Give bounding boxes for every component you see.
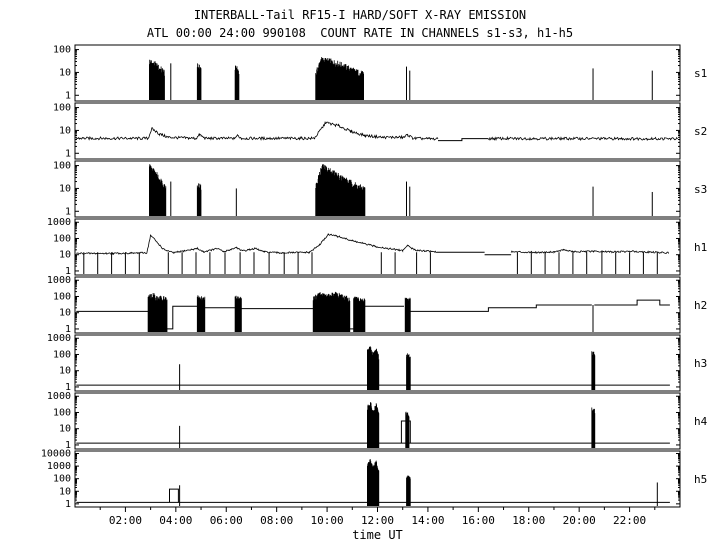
x-axis-label: time UT (352, 528, 403, 542)
y-tick-label: 10 (59, 183, 71, 194)
y-tick-label: 1000 (47, 217, 71, 228)
panel-label-h2: h2 (694, 299, 707, 312)
series-burst (315, 164, 366, 216)
series-burst (196, 183, 202, 216)
series-burst (367, 402, 380, 448)
y-tick-label: 1000 (47, 461, 71, 472)
panel-frame-s2 (74, 102, 681, 160)
series-noisy-line (488, 135, 678, 142)
y-tick-label: 10 (59, 486, 71, 497)
y-tick-label: 1 (65, 90, 71, 101)
panel-label-s1: s1 (694, 67, 707, 80)
y-tick-label: 100 (53, 103, 71, 114)
series-noisy-line (76, 121, 439, 141)
y-tick-label: 100 (53, 407, 71, 418)
y-tick-label: 1 (65, 382, 71, 393)
panel-label-h3: h3 (694, 357, 707, 370)
series-noisy-line (510, 248, 670, 254)
chart-subtitle: ATL 00:00 24:00 990108 COUNT RATE IN CHA… (146, 26, 574, 40)
x-tick-label: 16:00 (462, 514, 495, 527)
series-burst (591, 351, 596, 390)
x-tick-label: 10:00 (311, 514, 344, 527)
series-burst (312, 291, 351, 332)
x-tick-label: 12:00 (361, 514, 394, 527)
x-tick-label: 14:00 (411, 514, 444, 527)
panel-label-s3: s3 (694, 183, 707, 196)
series-burst (196, 63, 202, 100)
series-burst (367, 346, 380, 390)
x-tick-label: 18:00 (512, 514, 545, 527)
series-line (438, 138, 489, 142)
panel-label-s2: s2 (694, 125, 707, 138)
series-burst (196, 295, 206, 332)
y-tick-label: 1 (65, 324, 71, 335)
y-tick-label: 1 (65, 440, 71, 451)
y-tick-label: 1000 (47, 333, 71, 344)
y-tick-label: 1 (65, 499, 71, 510)
y-tick-label: 10 (59, 250, 71, 261)
y-tick-label: 10 (59, 67, 71, 78)
series-burst (404, 297, 411, 332)
panel-label-h1: h1 (694, 241, 707, 254)
series-burst (234, 295, 242, 332)
series-burst (315, 57, 364, 100)
y-tick-label: 1 (65, 206, 71, 217)
series-burst (405, 411, 410, 448)
y-tick-label: 10000 (41, 449, 71, 460)
series-burst (149, 164, 167, 216)
series-burst (234, 65, 240, 100)
series-burst (149, 59, 165, 100)
x-tick-label: 02:00 (109, 514, 142, 527)
panel-label-h5: h5 (694, 473, 707, 486)
series-line (169, 488, 179, 503)
x-tick-label: 22:00 (613, 514, 646, 527)
y-tick-label: 1000 (47, 391, 71, 402)
y-tick-label: 10 (59, 308, 71, 319)
chart-title: INTERBALL-Tail RF15-I HARD/SOFT X-RAY EM… (193, 8, 527, 22)
series-burst (147, 293, 168, 332)
series-line (594, 299, 670, 306)
series-noisy-line (76, 232, 437, 256)
series-burst (367, 459, 380, 506)
y-tick-label: 100 (53, 349, 71, 360)
y-tick-label: 100 (53, 45, 71, 56)
series-burst (353, 296, 366, 332)
y-tick-label: 100 (53, 233, 71, 244)
panel-label-h4: h4 (694, 415, 708, 428)
x-tick-label: 08:00 (260, 514, 293, 527)
y-tick-label: 100 (53, 474, 71, 485)
x-tick-label: 06:00 (210, 514, 243, 527)
y-tick-label: 1000 (47, 275, 71, 286)
y-tick-label: 100 (53, 161, 71, 172)
y-tick-label: 10 (59, 424, 71, 435)
series-burst (591, 407, 596, 448)
series-line (167, 305, 198, 330)
y-tick-label: 1 (65, 148, 71, 159)
series-line (410, 304, 592, 312)
y-tick-label: 1 (65, 266, 71, 277)
series-burst (406, 353, 411, 390)
series-dropouts (83, 252, 658, 274)
y-tick-label: 10 (59, 125, 71, 136)
y-tick-label: 10 (59, 366, 71, 377)
series-burst (406, 475, 411, 506)
panel-frame-s1 (74, 44, 681, 102)
x-tick-label: 04:00 (159, 514, 192, 527)
x-tick-label: 20:00 (563, 514, 596, 527)
y-tick-label: 100 (53, 291, 71, 302)
